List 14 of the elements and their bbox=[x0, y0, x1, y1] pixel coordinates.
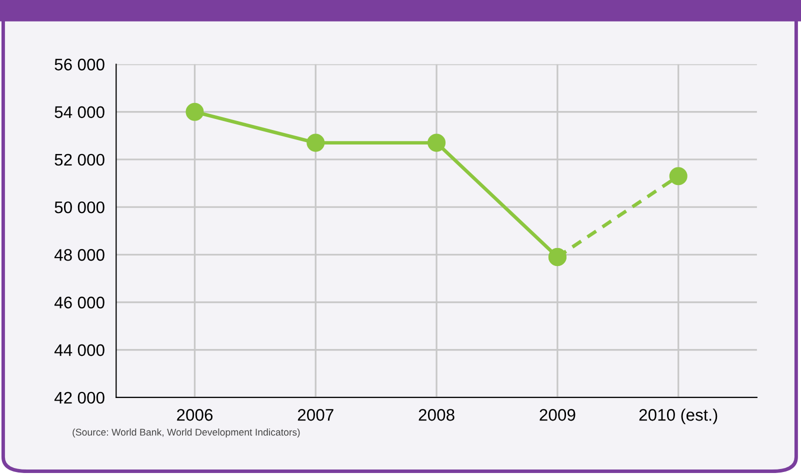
x-tick-label: 2009 bbox=[540, 409, 576, 421]
y-tick-label: 48 000 bbox=[54, 249, 104, 261]
y-tick-label: 56 000 bbox=[54, 58, 104, 70]
y-tick-label: 46 000 bbox=[54, 296, 104, 308]
text: (Source: World Bank, World Development Indicators) bbox=[72, 428, 300, 438]
y-tick-label: 50 000 bbox=[54, 201, 104, 214]
y-tick-label: 54 000 bbox=[54, 106, 104, 118]
y-tick-label: 42 000 bbox=[54, 392, 104, 404]
x-tick-label: 2008 bbox=[418, 409, 454, 421]
y-tick-label: 52 000 bbox=[54, 154, 104, 166]
x-tick-label: 2010 (est.) bbox=[639, 408, 718, 424]
x-tick-label: 2007 bbox=[298, 409, 334, 421]
y-tick-label: 44 000 bbox=[54, 344, 104, 356]
x-tick-label: 2006 bbox=[177, 409, 213, 421]
